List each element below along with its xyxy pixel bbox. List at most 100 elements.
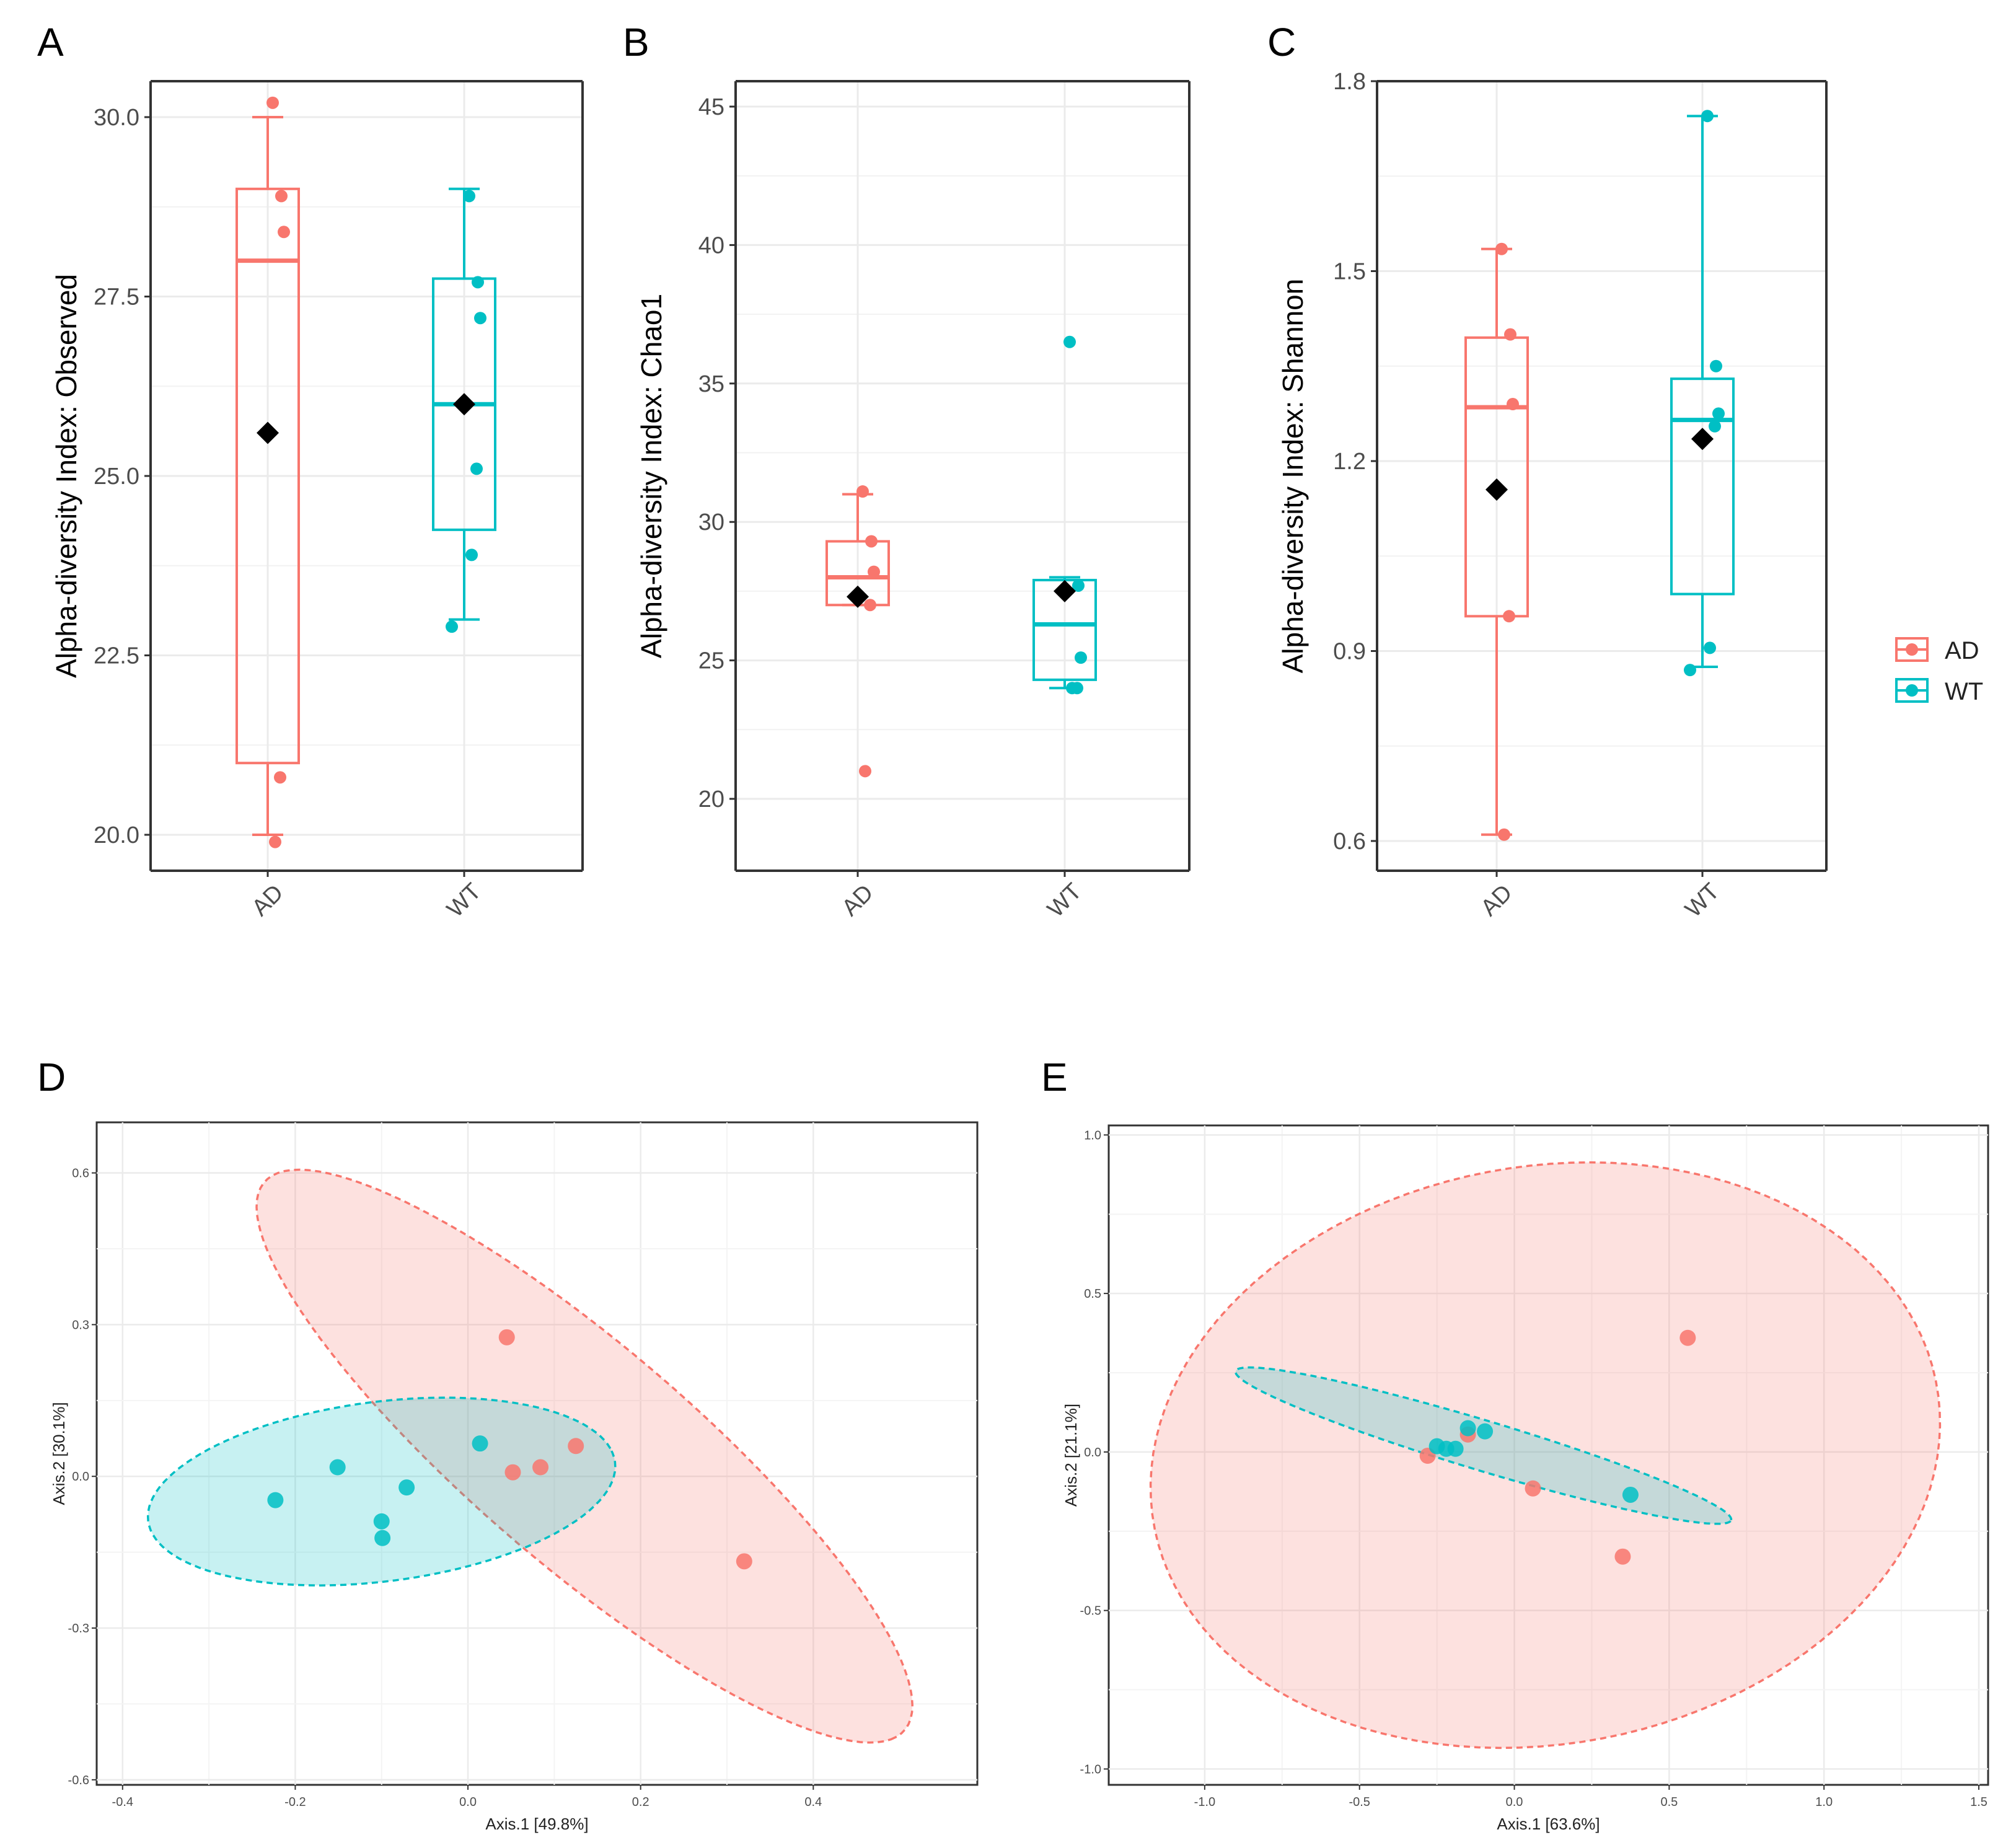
legend-label-wt: WT	[1945, 678, 1983, 705]
mean-marker	[1691, 428, 1714, 451]
x-tick-label: -1.0	[1194, 1795, 1215, 1809]
data-point-ad	[1614, 1548, 1631, 1565]
x-tick-label: 0.5	[1660, 1795, 1678, 1809]
panel-c: C 0.6 0.9 1.2 1.5 1.8 AD WT Alpha-diversity Inde…	[1267, 20, 1828, 923]
data-point-wt	[1477, 1423, 1494, 1440]
y-tick-label: 0.0	[1084, 1446, 1101, 1459]
plot-panel	[1107, 1124, 1989, 1786]
data-point-ad	[532, 1459, 549, 1476]
data-point	[1498, 828, 1510, 841]
panel-letter: C	[1267, 20, 1296, 64]
data-point	[1710, 359, 1722, 372]
data-point	[474, 312, 486, 325]
plot-background	[736, 81, 1189, 871]
box-wt	[1670, 110, 1735, 677]
data-point-ad	[736, 1553, 752, 1570]
x-tick-label: -0.2	[284, 1795, 306, 1809]
data-point	[269, 835, 281, 848]
panel-b: B 20 25 30 35 40 45 AD WT Alpha-diversity Index: …	[623, 20, 1191, 923]
x-tick-label: 1.0	[1815, 1795, 1833, 1809]
confidence-ellipse-ad	[255, 1168, 913, 1744]
box-ad	[825, 485, 890, 778]
data-point-ad	[504, 1464, 521, 1481]
data-point-wt	[329, 1459, 346, 1476]
x-tick-label: WT	[1680, 878, 1724, 922]
x-tick-label: AD	[247, 879, 288, 921]
y-tick-label: 22.5	[94, 643, 139, 669]
y-axis-title: Alpha-diversity Index: Chao1	[635, 294, 667, 658]
data-point	[463, 190, 475, 203]
data-point-ad	[498, 1329, 515, 1345]
y-tick-label: 30	[698, 509, 724, 535]
data-point	[1075, 651, 1087, 664]
panel-letter: E	[1041, 1055, 1068, 1099]
x-tick-label: AD	[837, 879, 878, 921]
y-tick-label: 25	[698, 648, 724, 674]
data-point-wt	[472, 1435, 488, 1452]
legend-key-wt-dot	[1906, 684, 1918, 697]
data-point	[1066, 682, 1078, 695]
data-point	[1684, 664, 1696, 677]
box-ad	[235, 96, 300, 848]
y-tick-label: -0.3	[68, 1622, 89, 1635]
x-tick-label: WT	[442, 878, 486, 922]
y-tick-label: 27.5	[94, 284, 139, 310]
panel-letter: D	[37, 1055, 66, 1099]
y-tick-label: 1.0	[1084, 1129, 1101, 1142]
y-tick-label: 0.3	[72, 1318, 89, 1332]
box-iqr	[235, 187, 300, 765]
data-point	[278, 226, 290, 239]
y-tick-label: -0.5	[1080, 1604, 1101, 1618]
data-point	[1503, 610, 1515, 623]
y-tick-label: 0.5	[1084, 1287, 1101, 1301]
y-tick-label: 0.0	[72, 1470, 89, 1484]
data-point	[1072, 579, 1085, 592]
box-wt	[432, 187, 496, 633]
box-iqr	[1464, 336, 1529, 618]
data-point	[470, 462, 483, 475]
x-tick-label: 1.5	[1970, 1795, 1987, 1809]
legend: AD WT	[1895, 637, 1983, 705]
data-point	[1712, 407, 1725, 420]
y-axis-title: Alpha-diversity Index: Observed	[50, 274, 82, 678]
y-tick-label: 0.6	[72, 1167, 89, 1181]
x-tick-label: AD	[1476, 879, 1517, 921]
data-point	[1504, 328, 1516, 341]
data-point	[1704, 641, 1716, 654]
y-tick-label: 45	[698, 94, 724, 120]
data-point	[446, 620, 458, 633]
y-tick-label: 25.0	[94, 464, 139, 490]
data-point-wt	[1447, 1440, 1464, 1457]
data-point-wt	[267, 1492, 284, 1508]
data-point	[868, 565, 880, 578]
y-tick-label: 1.5	[1333, 259, 1366, 285]
data-point	[465, 548, 478, 561]
box-ad	[1464, 242, 1529, 841]
data-point	[1495, 242, 1508, 255]
y-axis-title: Axis.2 [30.1%]	[50, 1402, 68, 1505]
legend-label-ad: AD	[1945, 637, 1979, 664]
data-point-wt	[1622, 1486, 1639, 1503]
data-point-ad	[1679, 1329, 1696, 1346]
box-iqr	[1670, 377, 1735, 596]
y-tick-label: -1.0	[1080, 1763, 1101, 1776]
y-tick-label: -0.6	[68, 1774, 89, 1787]
data-point	[1709, 420, 1721, 433]
data-point-ad	[1525, 1480, 1541, 1497]
panel-d: D -0.4 -0.2 0.0 0.2 0.4 -0.6 -0.3 0.0 0.3 0.6 Axis.…	[37, 1055, 979, 1833]
mean-marker	[847, 585, 869, 608]
data-point	[1701, 110, 1714, 123]
x-tick-label: 0.4	[804, 1795, 822, 1809]
data-point	[856, 485, 869, 498]
plot-background	[1377, 81, 1826, 871]
data-point	[859, 765, 871, 778]
x-axis-title: Axis.1 [63.6%]	[1497, 1815, 1600, 1833]
x-tick-label: 0.2	[632, 1795, 649, 1809]
x-tick-label: -0.5	[1349, 1795, 1370, 1809]
y-tick-label: 20.0	[94, 822, 139, 848]
data-point	[472, 276, 484, 289]
legend-key-ad-dot	[1906, 643, 1918, 656]
data-point	[275, 190, 288, 203]
y-tick-label: 0.9	[1333, 639, 1366, 665]
